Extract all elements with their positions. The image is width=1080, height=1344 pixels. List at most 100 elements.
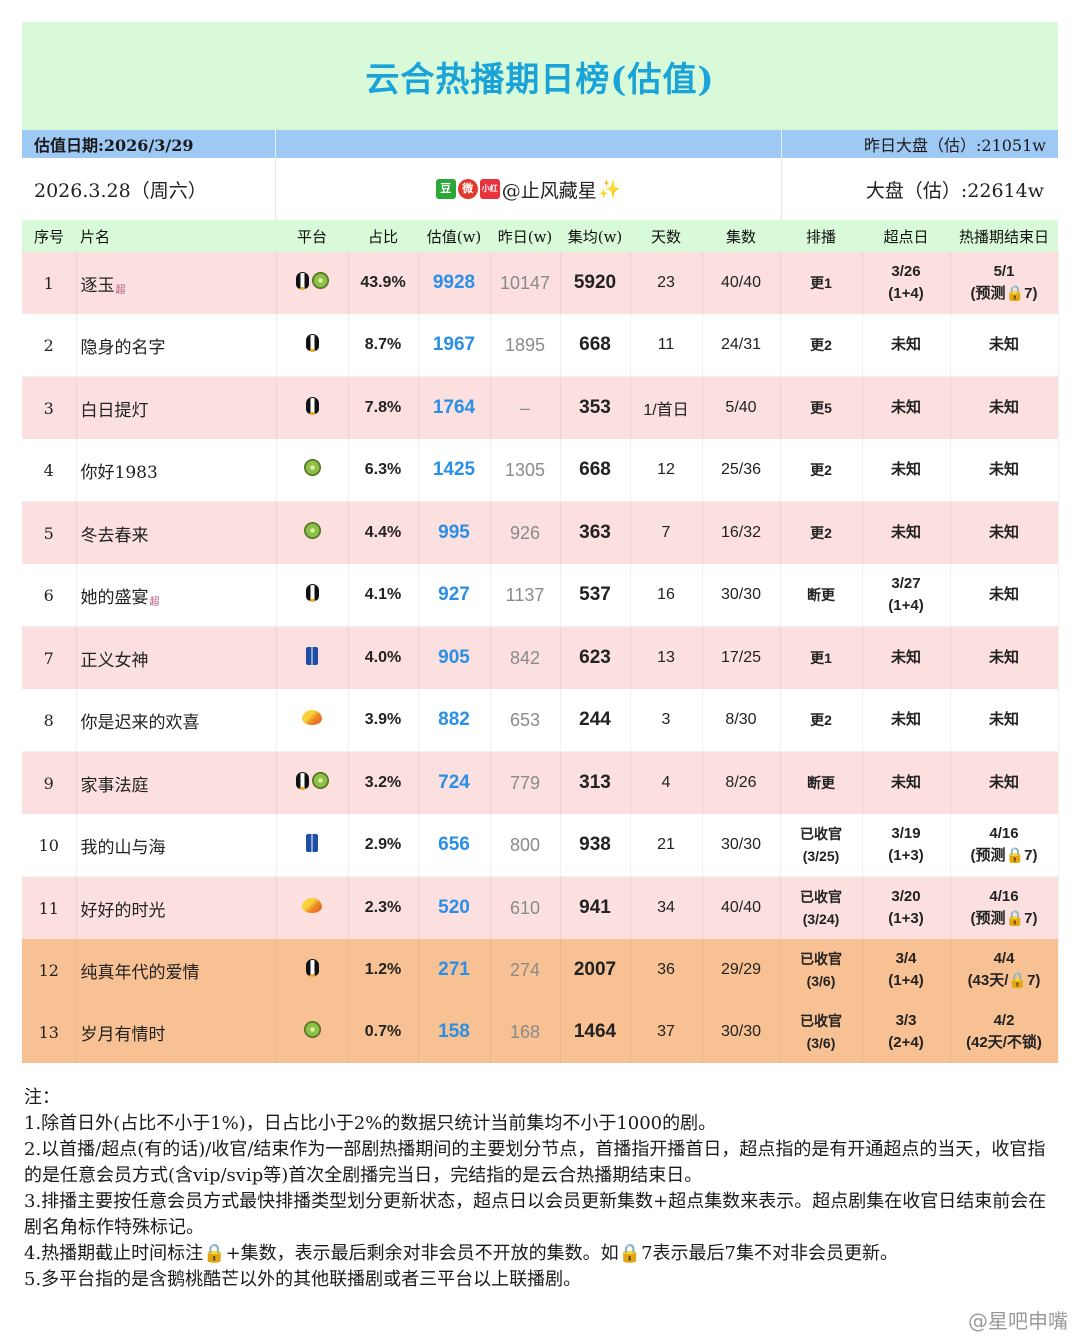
peak-day-cell: 未知 — [862, 689, 951, 752]
drama-title: 你好1983 — [80, 462, 158, 483]
platform-cell — [276, 751, 349, 814]
title-cell: 家事法庭 — [76, 751, 277, 814]
schedule-cell: 更2 — [780, 314, 863, 377]
avg-cell: 2007 — [560, 939, 631, 1001]
column-header: 占比 — [348, 220, 418, 252]
peak-day-cell: 3/26 (1+4) — [862, 252, 951, 314]
end-day-cell: 未知 — [950, 751, 1059, 814]
share-cell: 4.1% — [348, 564, 419, 627]
share-cell: 3.2% — [348, 751, 419, 814]
note-line: 注： — [24, 1087, 60, 1108]
title-cell: 好好的时光 — [76, 876, 277, 939]
end-day-cell: 4/16 (预测🔒7) — [950, 876, 1059, 939]
schedule-cell: 已收官 (3/6) — [780, 939, 863, 1001]
episodes-cell: 5/40 — [702, 376, 781, 439]
share-cell: 6.3% — [348, 439, 419, 502]
end-day-cell: 未知 — [950, 564, 1059, 627]
title-cell: 正义女神 — [76, 626, 277, 689]
platform-cell — [276, 564, 349, 627]
episodes-cell: 16/32 — [702, 501, 781, 564]
table-row: 10 我的山与海 2.9% 656 800 938 21 30/30 已收官 (3/25) 3/19… — [22, 814, 1059, 877]
drama-title: 冬去春来 — [80, 525, 149, 546]
note-line: 2.以首播/超点(有的话)/收官/结束作为一部剧热播期间的主要划分节点，首播指开… — [24, 1139, 1046, 1186]
schedule-cell: 已收官 (3/24) — [780, 876, 863, 939]
days-cell: 36 — [630, 939, 703, 1001]
share-cell: 0.7% — [348, 1001, 419, 1063]
yesterday-total: 昨日大盘（估）:21051w — [864, 136, 1046, 155]
premium-tag: 超 — [115, 284, 126, 296]
drama-title: 纯真年代的爱情 — [80, 962, 200, 983]
schedule-cell: 更5 — [780, 376, 863, 439]
title-cell: 冬去春来 — [76, 501, 277, 564]
table-row: 13 岁月有情时 0.7% 158 168 1464 37 30/30 已收官 (3/6) 3/3(… — [22, 1001, 1059, 1063]
peak-day-cell: 未知 — [862, 439, 951, 502]
peak-day-cell: 3/19 (1+3) — [862, 814, 951, 877]
rank-cell: 12 — [22, 939, 77, 1001]
title-cell: 纯真年代的爱情 — [76, 939, 277, 1001]
avg-cell: 244 — [560, 689, 631, 752]
days-cell: 11 — [630, 314, 703, 377]
end-day-cell: 未知 — [950, 439, 1059, 502]
mango-icon — [302, 710, 322, 725]
days-cell: 23 — [630, 252, 703, 314]
penguin-icon — [305, 397, 319, 415]
platform-cell — [276, 501, 349, 564]
schedule-cell: 更1 — [780, 626, 863, 689]
schedule-cell: 已收官 (3/6) — [780, 1001, 863, 1063]
rank-cell: 11 — [22, 876, 77, 939]
estimate-cell: 724 — [418, 751, 491, 814]
share-cell: 1.2% — [348, 939, 419, 1001]
kiwi-icon — [303, 522, 321, 539]
penguin-icon — [305, 334, 319, 352]
rank-cell: 3 — [22, 376, 77, 439]
yesterday-cell: 610 — [490, 876, 561, 939]
table-row: 2 隐身的名字 8.7% 1967 1895 668 11 24/31 更2 未知 未知 — [22, 314, 1059, 377]
days-cell: 7 — [630, 501, 703, 564]
end-day-cell: 4/16 (预测🔒7) — [950, 814, 1059, 877]
days-cell: 1/首日 — [630, 376, 703, 439]
yesterday-cell: – — [490, 376, 561, 439]
premium-tag: 超 — [149, 596, 160, 608]
column-header: 热播期结束日 — [950, 220, 1058, 252]
yesterday-cell: 168 — [490, 1001, 561, 1063]
share-cell: 2.9% — [348, 814, 419, 877]
avg-cell: 941 — [560, 876, 631, 939]
episodes-cell: 30/30 — [702, 814, 781, 877]
drama-title: 白日提灯 — [80, 400, 149, 421]
end-day-cell: 4/2 (42天/不锁) — [950, 1001, 1059, 1063]
info-band: 2026.3.28（周六） 豆 微 小红书 @止风藏星 ✨ 大盘（估）:2261… — [22, 158, 1058, 220]
drama-title: 家事法庭 — [80, 775, 149, 796]
peak-day-cell: 未知 — [862, 376, 951, 439]
table-row: 4 你好1983 6.3% 1425 1305 668 12 25/36 更2 未知 未知 — [22, 439, 1059, 502]
days-cell: 3 — [630, 689, 703, 752]
avg-cell: 1464 — [560, 1001, 631, 1063]
column-header: 序号 — [22, 220, 76, 252]
estimate-cell: 1764 — [418, 376, 491, 439]
title-cell: 你好1983 — [76, 439, 277, 502]
peak-day-cell: 3/4 (1+4) — [862, 939, 951, 1001]
drama-title: 好好的时光 — [80, 900, 166, 921]
drama-title: 她的盛宴 — [80, 587, 149, 608]
title-cell: 逐玉超 — [76, 252, 277, 314]
yesterday-cell: 800 — [490, 814, 561, 877]
end-day-cell: 未知 — [950, 689, 1059, 752]
platform-cell — [276, 626, 349, 689]
platform-cell — [276, 689, 349, 752]
end-day-cell: 4/4 (43天/🔒7) — [950, 939, 1059, 1001]
schedule-cell: 更2 — [780, 501, 863, 564]
drama-title: 岁月有情时 — [80, 1024, 166, 1045]
schedule-cell: 更2 — [780, 689, 863, 752]
episodes-cell: 40/40 — [702, 876, 781, 939]
days-cell: 16 — [630, 564, 703, 627]
sparkle-icon: ✨ — [598, 178, 622, 200]
yesterday-cell: 926 — [490, 501, 561, 564]
share-cell: 3.9% — [348, 689, 419, 752]
penguin-icon — [305, 584, 319, 602]
estimate-cell: 1967 — [418, 314, 491, 377]
platform-cell — [276, 814, 349, 877]
penguin-icon — [295, 772, 309, 790]
yesterday-cell: 653 — [490, 689, 561, 752]
drama-title: 你是迟来的欢喜 — [80, 712, 200, 733]
platform-cell — [276, 939, 349, 1001]
platform-cell — [276, 1001, 349, 1063]
